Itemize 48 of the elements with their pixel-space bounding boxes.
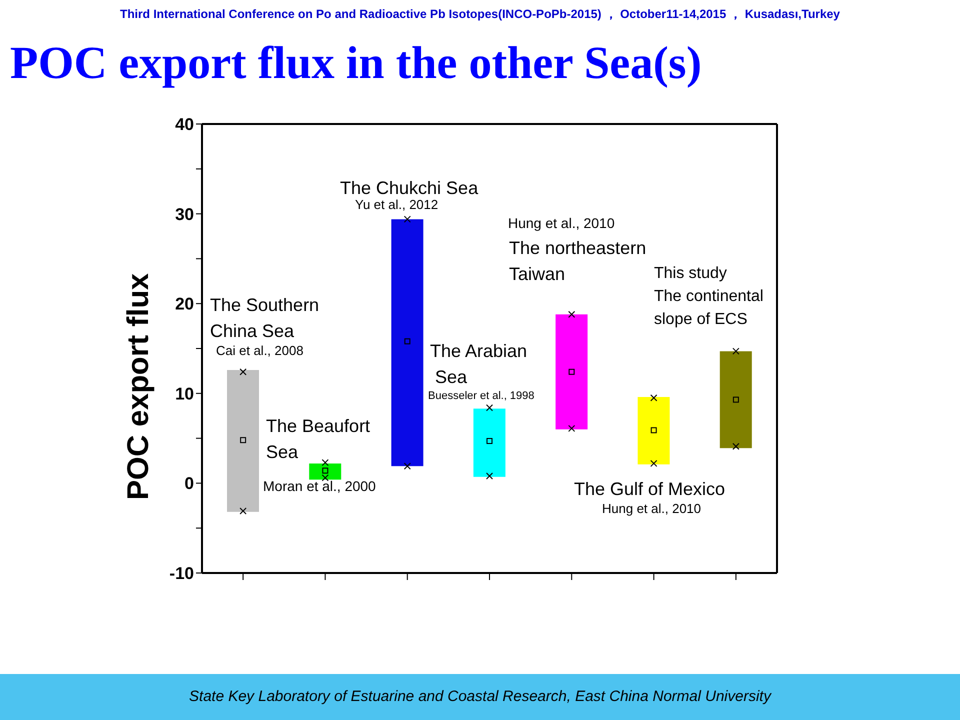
point xyxy=(568,424,576,432)
bar xyxy=(556,314,588,430)
y-tick-label: -10 xyxy=(169,564,194,584)
point xyxy=(650,460,658,467)
bar xyxy=(309,463,342,480)
bar xyxy=(638,396,670,464)
annotation: Hung et al., 2010 xyxy=(602,500,702,518)
point xyxy=(568,310,576,318)
y-tick-label: 30 xyxy=(175,204,194,224)
annotation: Cai et al., 2008 xyxy=(216,342,304,360)
bar xyxy=(391,219,424,466)
y-tick-label: 40 xyxy=(175,115,194,134)
point xyxy=(568,368,575,375)
point xyxy=(486,438,492,444)
point xyxy=(650,427,657,434)
y-axis-title: POC export flux xyxy=(122,273,156,500)
point xyxy=(732,396,739,403)
chart-title: POC export flux in the other Sea(s) xyxy=(9,36,703,89)
text: State Key Laboratory of Estuarine and Coastal Research, East China Normal University xyxy=(188,688,773,705)
annotation: The Gulf of Mexico xyxy=(574,478,726,501)
annotation: Hung et al., 2010 xyxy=(508,214,615,233)
point xyxy=(650,394,658,402)
annotation: The Arabian Sea xyxy=(430,340,528,390)
point xyxy=(732,348,740,355)
annotation: Buesseler et al., 1998 xyxy=(428,389,534,404)
point xyxy=(322,459,329,466)
y-tick-label: 0 xyxy=(184,474,194,494)
point xyxy=(404,338,410,344)
y-tick-label: 20 xyxy=(175,294,194,314)
point xyxy=(404,216,411,223)
point xyxy=(486,404,493,412)
point xyxy=(322,468,328,474)
annotation: The Beaufort Sea xyxy=(266,415,370,464)
y-tick-label: 10 xyxy=(175,384,194,404)
annotation: The Southern China Sea xyxy=(210,294,320,344)
point xyxy=(240,437,246,444)
bar xyxy=(473,408,506,477)
point xyxy=(486,472,493,480)
point xyxy=(240,508,247,515)
annotation: The northeastern Taiwan xyxy=(509,237,646,286)
annotation: This study The continental slope of ECS xyxy=(654,264,764,330)
bar xyxy=(720,351,752,448)
point xyxy=(732,442,740,450)
point xyxy=(404,462,411,470)
point xyxy=(240,368,247,376)
annotation: Moran et al., 2000 xyxy=(263,477,376,496)
bar xyxy=(227,370,259,512)
text: Third International Conference on Po and Radioactive Pb Isotopes(INCO-PoPb-2015) ， October11-14,2015 ， Kusadası,Turkey xyxy=(119,6,841,23)
